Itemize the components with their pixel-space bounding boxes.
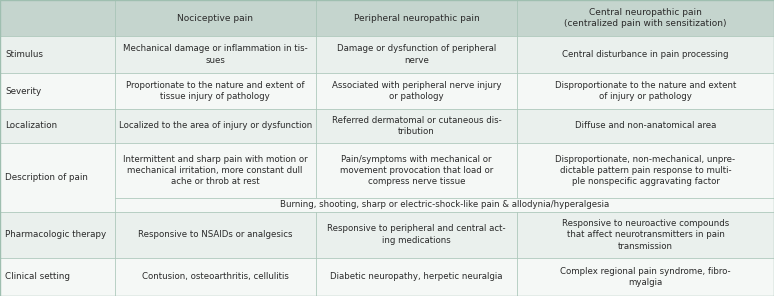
- Text: Associated with peripheral nerve injury
or pathology: Associated with peripheral nerve injury …: [332, 81, 501, 101]
- Text: Referred dermatomal or cutaneous dis-
tribution: Referred dermatomal or cutaneous dis- tr…: [331, 116, 502, 136]
- Text: Damage or dysfunction of peripheral
nerve: Damage or dysfunction of peripheral nerv…: [337, 44, 496, 65]
- Bar: [0, 73, 115, 109]
- Bar: [0, 212, 115, 258]
- Bar: [115, 36, 316, 73]
- Text: Localized to the area of injury or dysfunction: Localized to the area of injury or dysfu…: [118, 121, 312, 131]
- Text: Disproportionate, non-mechanical, unpre-
dictable pattern pain response to multi: Disproportionate, non-mechanical, unpre-…: [556, 155, 735, 186]
- Bar: [316, 109, 517, 143]
- Bar: [316, 212, 517, 258]
- Text: Severity: Severity: [5, 86, 42, 96]
- Text: Peripheral neuropathic pain: Peripheral neuropathic pain: [354, 14, 479, 23]
- Text: Central neuropathic pain
(centralized pain with sensitization): Central neuropathic pain (centralized pa…: [564, 8, 727, 28]
- Text: Responsive to peripheral and central act-
ing medications: Responsive to peripheral and central act…: [327, 224, 505, 245]
- Text: Central disturbance in pain processing: Central disturbance in pain processing: [562, 50, 729, 59]
- Bar: [517, 143, 774, 198]
- Text: Responsive to neuroactive compounds
that affect neurotransmitters in pain
transm: Responsive to neuroactive compounds that…: [562, 219, 729, 251]
- Bar: [316, 143, 517, 198]
- Bar: [316, 36, 517, 73]
- Bar: [115, 0, 316, 36]
- Text: Diffuse and non-anatomical area: Diffuse and non-anatomical area: [575, 121, 716, 131]
- Bar: [316, 258, 517, 296]
- Bar: [0, 0, 115, 36]
- Bar: [0, 109, 115, 143]
- Text: Nociceptive pain: Nociceptive pain: [177, 14, 253, 23]
- Bar: [517, 73, 774, 109]
- Text: Mechanical damage or inflammation in tis-
sues: Mechanical damage or inflammation in tis…: [123, 44, 307, 65]
- Bar: [115, 143, 316, 198]
- Bar: [316, 73, 517, 109]
- Text: Complex regional pain syndrome, fibro-
myalgia: Complex regional pain syndrome, fibro- m…: [560, 267, 731, 287]
- Text: Disproportionate to the nature and extent
of injury or pathology: Disproportionate to the nature and exten…: [555, 81, 736, 101]
- Bar: [316, 0, 517, 36]
- Bar: [517, 36, 774, 73]
- Bar: [0, 36, 115, 73]
- Text: Responsive to NSAIDs or analgesics: Responsive to NSAIDs or analgesics: [138, 230, 293, 239]
- Text: Proportionate to the nature and extent of
tissue injury of pathology: Proportionate to the nature and extent o…: [126, 81, 304, 101]
- Bar: [115, 198, 774, 212]
- Bar: [517, 258, 774, 296]
- Text: Pharmacologic therapy: Pharmacologic therapy: [5, 230, 107, 239]
- Bar: [115, 73, 316, 109]
- Text: Localization: Localization: [5, 121, 57, 131]
- Text: Pain/symptoms with mechanical or
movement provocation that load or
compress nerv: Pain/symptoms with mechanical or movemen…: [340, 155, 493, 186]
- Bar: [0, 258, 115, 296]
- Bar: [0, 143, 115, 212]
- Text: Description of pain: Description of pain: [5, 173, 88, 182]
- Bar: [115, 212, 316, 258]
- Bar: [517, 212, 774, 258]
- Text: Clinical setting: Clinical setting: [5, 272, 70, 281]
- Bar: [115, 258, 316, 296]
- Text: Intermittent and sharp pain with motion or
mechanical irritation, more constant : Intermittent and sharp pain with motion …: [123, 155, 307, 186]
- Text: Contusion, osteoarthritis, cellulitis: Contusion, osteoarthritis, cellulitis: [142, 272, 289, 281]
- Text: Diabetic neuropathy, herpetic neuralgia: Diabetic neuropathy, herpetic neuralgia: [330, 272, 502, 281]
- Bar: [115, 109, 316, 143]
- Text: Stimulus: Stimulus: [5, 50, 43, 59]
- Bar: [517, 109, 774, 143]
- Text: Burning, shooting, sharp or electric-shock-like pain & allodynia/hyperalgesia: Burning, shooting, sharp or electric-sho…: [279, 200, 609, 210]
- Bar: [517, 0, 774, 36]
